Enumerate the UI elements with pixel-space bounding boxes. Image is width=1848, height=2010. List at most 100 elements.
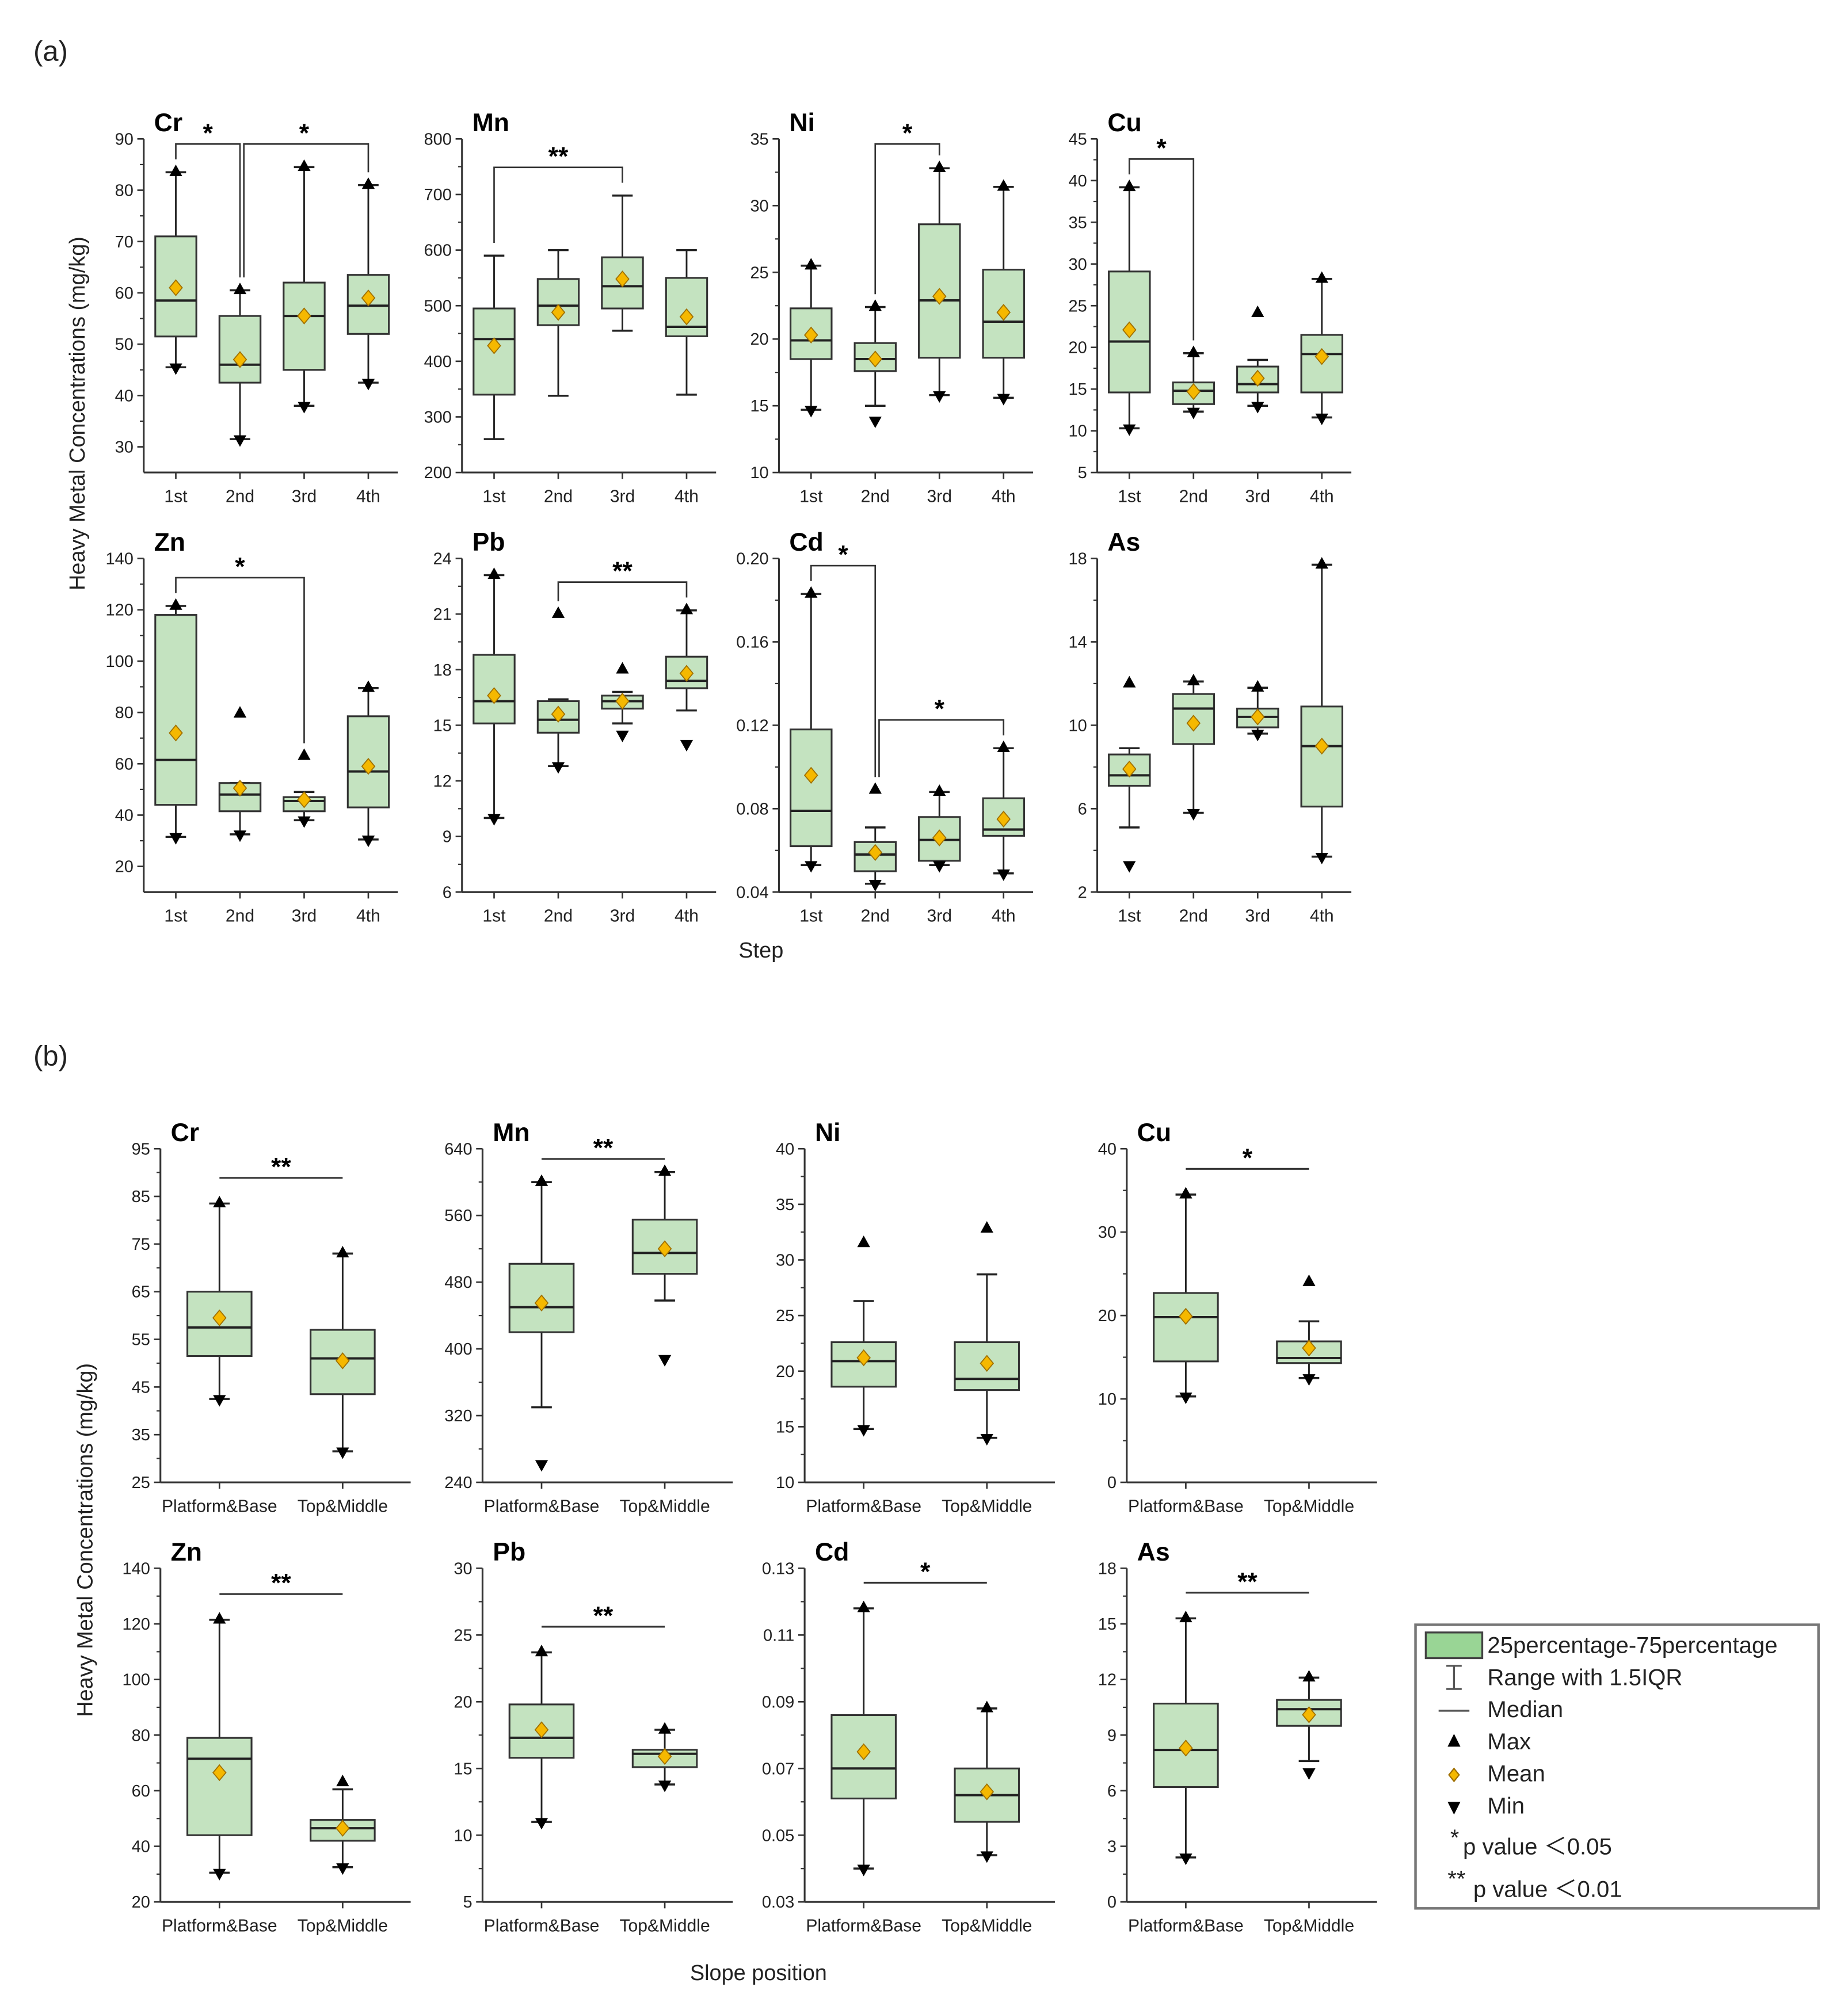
max-marker xyxy=(487,567,501,579)
x-tick-label: 1st xyxy=(482,487,506,506)
y-tick-label: 35 xyxy=(750,130,768,148)
y-tick-label: 12 xyxy=(1098,1671,1117,1689)
y-tick-label: 20 xyxy=(776,1363,794,1381)
mean-marker xyxy=(534,1721,549,1738)
y-tick-label: 18 xyxy=(433,661,452,680)
subplot-title: Zn xyxy=(171,1538,202,1566)
max-marker xyxy=(680,602,694,615)
y-tick-label: 55 xyxy=(132,1331,150,1349)
mean-marker xyxy=(615,270,630,288)
min-marker xyxy=(535,1818,548,1830)
subplot-title: Cu xyxy=(1137,1119,1171,1147)
x-tick-label: 3rd xyxy=(292,487,317,506)
y-tick-label: 9 xyxy=(1107,1726,1117,1745)
subplot-a-pb: Pb 6 9 12 15 18 21 24 1st 2nd 3rd 4th ** xyxy=(433,528,717,926)
significance-label: ** xyxy=(271,1569,291,1597)
subplot-a-cr: Cr 30 40 50 60 70 80 90 1st 2nd 3rd 4th * * xyxy=(115,109,398,506)
y-tick-label: 25 xyxy=(1068,297,1087,315)
min-marker xyxy=(213,1868,226,1881)
box-Top&Middle xyxy=(631,1164,698,1367)
max-marker xyxy=(1123,676,1136,688)
y-tick-label: 0.04 xyxy=(736,883,768,902)
mean-marker xyxy=(932,288,947,305)
min-marker xyxy=(1251,730,1264,742)
y-tick-label: 0.13 xyxy=(762,1559,794,1578)
max-marker xyxy=(1179,1187,1192,1199)
y-tick-label: 80 xyxy=(115,182,134,200)
min-marker xyxy=(805,406,818,418)
x-tick-label: 1st xyxy=(799,907,823,926)
x-tick-label: 3rd xyxy=(927,907,952,926)
mean-marker xyxy=(534,1294,549,1312)
box-1st xyxy=(1108,676,1151,873)
min-marker xyxy=(361,836,375,848)
x-tick-label: 2nd xyxy=(226,907,254,926)
significance-bracket xyxy=(557,581,688,601)
significance-label: * xyxy=(1156,134,1167,162)
legend-median-label: Median xyxy=(1487,1696,1563,1722)
max-marker xyxy=(1302,1274,1316,1286)
y-tick-label: 6 xyxy=(1078,800,1087,818)
mean-marker xyxy=(996,304,1011,321)
y-tick-label: 0.03 xyxy=(762,1893,794,1912)
x-tick-label: 2nd xyxy=(544,907,573,926)
significance-marker: * xyxy=(874,119,940,295)
legend-p05-star: * xyxy=(1450,1825,1460,1851)
mean-marker xyxy=(361,289,376,307)
y-tick-label: 240 xyxy=(444,1474,472,1492)
box-2nd xyxy=(218,705,262,842)
box-Platform&Base xyxy=(830,1235,897,1437)
subplot-title: Ni xyxy=(815,1119,841,1147)
mean-marker xyxy=(980,1355,995,1372)
legend-box-swatch xyxy=(1424,1631,1484,1660)
x-tick-label: 1st xyxy=(1118,907,1141,926)
x-tick-label: 1st xyxy=(1118,487,1141,506)
mean-marker xyxy=(932,829,947,846)
mean-marker xyxy=(803,326,818,344)
range-icon xyxy=(1446,1665,1462,1690)
subplot-b-as: As 0 3 6 9 12 15 18 Platform&Base Top&Middle ** xyxy=(1098,1538,1377,1935)
box-Platform&Base xyxy=(1153,1187,1219,1405)
min-marker xyxy=(1251,402,1264,414)
legend-max-label: Max xyxy=(1487,1729,1531,1755)
y-tick-label: 0.20 xyxy=(736,550,768,569)
x-tick-label: 4th xyxy=(992,907,1016,926)
box-2nd xyxy=(1172,673,1216,821)
max-marker xyxy=(857,1600,870,1612)
mean-marker xyxy=(551,304,566,321)
box-Platform&Base xyxy=(186,1196,253,1407)
max-marker xyxy=(997,740,1010,752)
x-tick-label: 2nd xyxy=(861,907,890,926)
y-tick-label: 45 xyxy=(1068,130,1087,148)
significance-bracket xyxy=(878,719,1005,777)
min-marker xyxy=(857,1425,870,1437)
significance-bracket xyxy=(493,166,623,243)
significance-marker: ** xyxy=(542,1134,665,1162)
mean-marker xyxy=(868,350,883,368)
y-tick-label: 320 xyxy=(444,1407,472,1425)
x-tick-label: 1st xyxy=(799,487,823,506)
y-tick-label: 0.07 xyxy=(762,1760,794,1778)
subplot-title: Cr xyxy=(154,109,183,137)
min-marker xyxy=(487,814,501,826)
iqr-box xyxy=(665,655,708,689)
x-tick-label: Top&Middle xyxy=(1264,1916,1354,1935)
max-marker xyxy=(169,598,182,610)
max-marker xyxy=(616,662,629,674)
y-tick-label: 85 xyxy=(132,1188,150,1206)
max-marker xyxy=(805,586,818,598)
mean-marker xyxy=(212,1309,227,1327)
box-3rd xyxy=(601,194,644,332)
min-marker xyxy=(997,869,1010,882)
y-tick-label: 18 xyxy=(1098,1559,1117,1578)
subplot-a-mn: Mn 200 300 400 500 600 700 800 1st 2nd 3rd 4th ** xyxy=(424,109,717,506)
box-3rd xyxy=(1236,680,1279,742)
y-tick-label: 6 xyxy=(1107,1782,1117,1801)
iqr-box xyxy=(790,729,833,848)
max-marker xyxy=(980,1221,993,1233)
x-tick-label: 3rd xyxy=(292,907,317,926)
box-Platform&Base xyxy=(1153,1610,1219,1866)
y-tick-label: 18 xyxy=(1068,550,1087,569)
max-marker xyxy=(551,606,565,618)
mean-marker xyxy=(679,308,694,326)
